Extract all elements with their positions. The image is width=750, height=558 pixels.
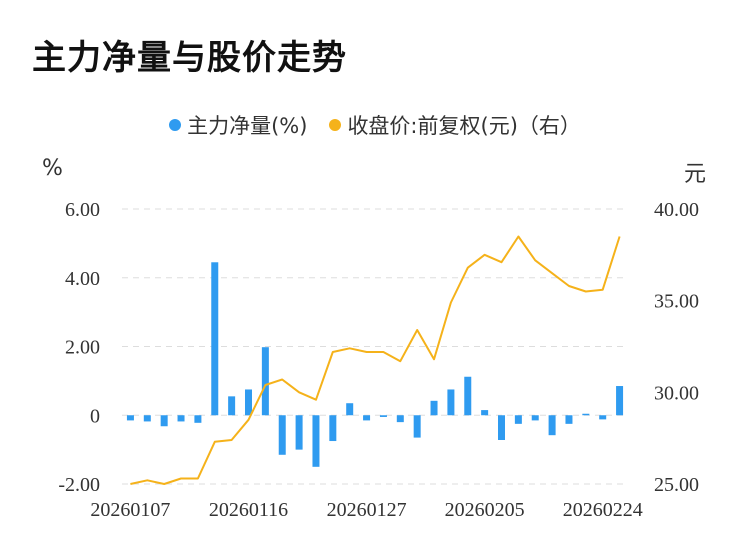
right-axis-tick-label: 25.00 bbox=[654, 474, 699, 496]
left-axis-tick-label: 4.00 bbox=[65, 268, 100, 290]
left-axis-tick-label: 2.00 bbox=[65, 337, 100, 359]
legend-dot-price-icon bbox=[329, 119, 342, 131]
net-volume-bar bbox=[177, 415, 185, 422]
net-volume-bar bbox=[413, 415, 421, 438]
net-volume-bar bbox=[126, 415, 134, 421]
net-volume-bar bbox=[160, 415, 168, 427]
net-volume-bar bbox=[582, 413, 590, 416]
x-axis-tick-label: 20260107 bbox=[90, 499, 170, 521]
net-volume-bar bbox=[143, 415, 151, 422]
net-volume-bar bbox=[565, 415, 573, 424]
net-volume-bar bbox=[396, 415, 404, 423]
net-volume-bar bbox=[531, 415, 539, 421]
net-volume-bar bbox=[312, 415, 320, 467]
net-volume-bar bbox=[346, 403, 354, 416]
net-volume-bar bbox=[447, 389, 455, 416]
net-volume-bar bbox=[616, 386, 624, 416]
right-axis-tick-label: 30.00 bbox=[654, 382, 699, 404]
left-axis-tick-label: -2.00 bbox=[58, 474, 100, 496]
net-volume-bar bbox=[481, 410, 489, 416]
net-volume-bar bbox=[194, 415, 202, 423]
x-axis-tick-label: 20260205 bbox=[445, 499, 525, 521]
net-volume-bar bbox=[228, 396, 236, 416]
net-volume-bar bbox=[211, 262, 219, 416]
net-volume-bar bbox=[548, 415, 556, 436]
net-volume-bar bbox=[295, 415, 303, 450]
net-volume-bar bbox=[245, 389, 252, 416]
x-axis-tick-label: 20260127 bbox=[327, 499, 407, 521]
chart-title: 主力净量与股价走势 bbox=[32, 38, 347, 78]
legend-label-net: 主力净量(%) bbox=[187, 114, 308, 138]
x-axis-tick-label: 20260224 bbox=[563, 499, 643, 521]
net-volume-bar bbox=[278, 415, 286, 455]
net-volume-bar bbox=[379, 415, 387, 417]
net-volume-bar bbox=[430, 400, 438, 416]
net-volume-bar bbox=[599, 415, 607, 420]
right-axis-unit: 元 bbox=[684, 162, 707, 187]
right-axis-tick-label: 35.00 bbox=[654, 291, 699, 313]
net-volume-bar bbox=[329, 415, 337, 442]
net-volume-bar bbox=[498, 415, 505, 440]
left-axis-unit: % bbox=[42, 156, 63, 181]
legend-item-net[interactable]: 主力净量(%) bbox=[169, 110, 307, 140]
x-axis-tick-label: 20260116 bbox=[209, 499, 288, 521]
legend: 主力净量(%) 收盘价:前复权(元)（右） bbox=[0, 110, 750, 140]
right-axis-tick-label: 40.00 bbox=[654, 199, 699, 221]
price-line bbox=[130, 235, 621, 485]
net-volume-bar bbox=[363, 415, 371, 421]
legend-label-price: 收盘价:前复权(元)（右） bbox=[347, 114, 581, 138]
legend-item-price[interactable]: 收盘价:前复权(元)（右） bbox=[329, 110, 581, 140]
net-volume-bar bbox=[261, 347, 269, 416]
legend-dot-net-icon bbox=[169, 119, 182, 131]
net-volume-bar bbox=[464, 376, 472, 416]
net-volume-bar bbox=[514, 415, 522, 424]
left-axis-tick-label: 6.00 bbox=[65, 199, 100, 221]
left-axis-tick-label: 0 bbox=[90, 405, 100, 427]
